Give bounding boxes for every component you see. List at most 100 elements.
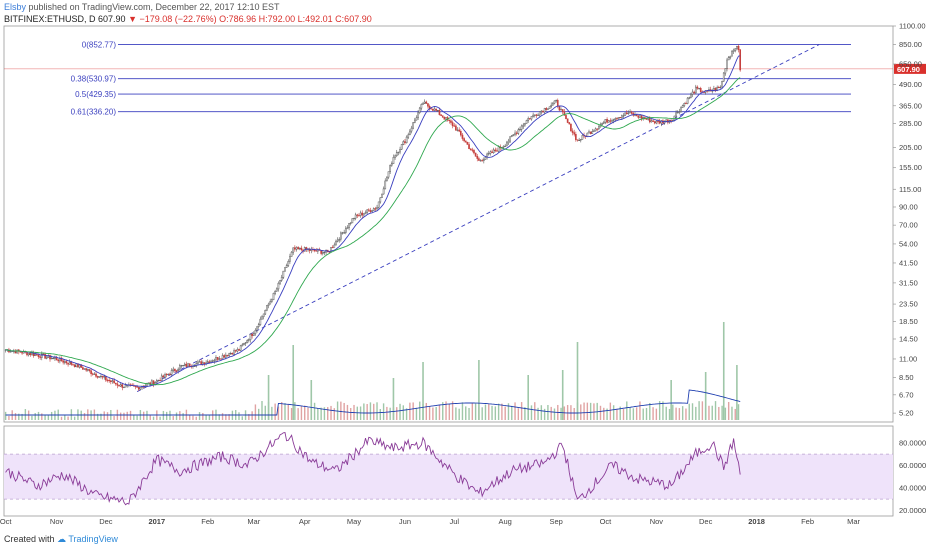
volume-bar xyxy=(83,413,86,420)
volume-bar xyxy=(609,402,612,420)
volume-bar xyxy=(731,406,733,420)
candle xyxy=(90,368,92,377)
author-name[interactable]: Elsby xyxy=(4,2,27,12)
candle-body xyxy=(295,247,298,250)
volume-bar xyxy=(8,415,10,420)
candle xyxy=(494,147,497,153)
candle xyxy=(451,120,454,129)
x-tick-label: Oct xyxy=(600,517,613,526)
candle-body xyxy=(177,368,180,371)
candle-body xyxy=(673,115,676,121)
volume-bar xyxy=(307,407,309,420)
candle xyxy=(632,111,635,117)
candle-body xyxy=(290,251,293,257)
volume-bar xyxy=(202,413,204,420)
candle xyxy=(711,88,714,94)
candle xyxy=(257,322,260,329)
candle-body xyxy=(588,131,590,134)
candle-body xyxy=(105,376,107,381)
ohlc-values: O:786.96 H:792.00 L:492.01 C:607.90 xyxy=(219,14,372,24)
candle-body xyxy=(616,118,618,120)
volume-bar xyxy=(573,408,575,420)
volume-bar xyxy=(389,407,391,420)
candle-body xyxy=(645,118,648,120)
candle xyxy=(389,164,391,175)
candle xyxy=(589,131,592,135)
publish-info: published on TradingView.com, December 2… xyxy=(28,2,280,12)
volume-bar xyxy=(711,405,713,420)
candle xyxy=(371,209,373,213)
candle-body xyxy=(423,101,426,104)
volume-bar xyxy=(162,410,165,420)
candle-body xyxy=(55,357,58,361)
candle-body xyxy=(63,361,66,363)
rsi-y-tick-label: 20.0000 xyxy=(899,506,926,515)
volume-bar xyxy=(698,401,700,420)
candle xyxy=(691,89,694,98)
candle-body xyxy=(220,358,222,360)
volume-spike-bar xyxy=(527,375,529,420)
candle-body xyxy=(387,171,390,178)
candle-body xyxy=(169,373,171,375)
x-tick-label: Mar xyxy=(247,517,260,526)
candle xyxy=(229,351,232,356)
candle xyxy=(16,349,18,354)
volume-bar xyxy=(708,405,710,420)
candle xyxy=(399,146,401,155)
candle xyxy=(722,72,725,82)
candle xyxy=(588,129,590,134)
candle xyxy=(522,122,525,129)
volume-bar xyxy=(317,408,319,420)
candle xyxy=(354,212,357,221)
candle xyxy=(183,362,186,367)
candle xyxy=(202,360,204,366)
candle xyxy=(98,376,101,378)
volume-bar xyxy=(451,401,454,420)
x-tick-label: Apr xyxy=(299,517,311,526)
candle xyxy=(566,118,569,124)
candle xyxy=(109,379,112,385)
candle-body xyxy=(606,119,608,123)
candle xyxy=(376,204,378,212)
candle-body xyxy=(198,361,201,363)
volume-bar xyxy=(662,401,664,420)
candle-body xyxy=(657,120,659,123)
candle-body xyxy=(430,108,433,110)
candle-body xyxy=(570,123,572,132)
y-tick-label: 365.00 xyxy=(899,101,922,110)
candle xyxy=(351,218,354,224)
volume-bar xyxy=(402,405,405,420)
candle-body xyxy=(50,358,53,360)
candle-body xyxy=(244,342,247,344)
tradingview-brand[interactable]: TradingView xyxy=(68,534,118,544)
candle xyxy=(579,139,582,143)
candle xyxy=(96,375,99,379)
candle xyxy=(185,361,188,369)
candle xyxy=(698,87,700,90)
candle-body xyxy=(565,115,567,119)
candle xyxy=(693,90,695,95)
candle xyxy=(234,349,237,353)
x-tick-label: Feb xyxy=(201,517,214,526)
candle xyxy=(622,113,625,119)
candle-body xyxy=(389,164,391,172)
candle-body xyxy=(681,105,684,108)
candle-body xyxy=(155,380,158,383)
volume-bar xyxy=(241,416,243,420)
candle xyxy=(256,326,258,333)
volume-spike-bar xyxy=(392,378,395,420)
candle xyxy=(676,110,679,114)
volume-bar xyxy=(294,402,296,420)
candle-body xyxy=(399,149,401,153)
candle-body xyxy=(320,250,322,254)
candle-body xyxy=(287,261,290,266)
candle xyxy=(404,139,406,145)
candle xyxy=(292,247,295,255)
candle xyxy=(121,382,124,391)
candle xyxy=(578,137,580,142)
candle xyxy=(507,138,510,146)
candle xyxy=(724,68,727,76)
candle-body xyxy=(118,385,120,387)
candle-body xyxy=(187,363,189,367)
